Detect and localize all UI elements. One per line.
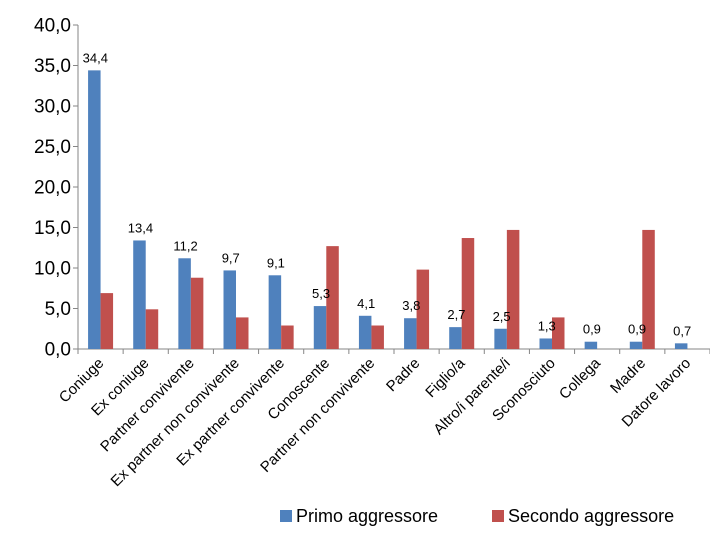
y-axis: 0,0 5,0 10,0 15,0 20,0 25,0 30,0 35,0 40,0 xyxy=(34,16,79,361)
data-labels: 34,4 13,4 11,2 9,7 9,1 5,3 4,1 3,8 2,7 2,5 1,3 0,9 0… xyxy=(83,50,692,338)
y-tick-label: 5,0 xyxy=(45,299,71,320)
data-label: 5,3 xyxy=(312,286,330,301)
bar-primo-aggressore xyxy=(88,70,101,350)
bar-primo-aggressore xyxy=(178,258,191,349)
y-tick-label: 40,0 xyxy=(34,16,71,37)
bar-primo-aggressore xyxy=(674,343,688,349)
bar-secondo-aggressore xyxy=(416,269,430,349)
bar-primo-aggressore xyxy=(268,275,282,349)
y-tick-label: 15,0 xyxy=(34,218,71,239)
bar-primo-aggressore xyxy=(358,315,372,349)
x-tick-label: Collega xyxy=(556,354,604,402)
x-tick-label: Madre xyxy=(607,355,649,397)
legend-swatch xyxy=(280,510,292,522)
data-label: 11,2 xyxy=(173,238,197,253)
x-tick-label: Padre xyxy=(383,355,423,395)
y-tick-label: 20,0 xyxy=(34,178,71,199)
legend-label: Primo aggressore xyxy=(296,506,438,526)
bar-primo-aggressore xyxy=(133,240,146,349)
bar-secondo-aggressore xyxy=(642,229,655,349)
data-label: 0,9 xyxy=(628,322,646,337)
data-label: 13,4 xyxy=(128,220,153,235)
bar-secondo-aggressore xyxy=(371,325,384,349)
bar-secondo-aggressore xyxy=(461,238,475,349)
bar-secondo-aggressore xyxy=(506,229,520,349)
bar-primo-aggressore xyxy=(539,338,552,349)
bar-secondo-aggressore xyxy=(281,325,294,349)
bar-primo-aggressore xyxy=(629,341,643,349)
data-label: 34,4 xyxy=(83,50,108,65)
bar-primo-aggressore xyxy=(494,328,507,349)
bar-primo-aggressore xyxy=(584,341,598,349)
y-tick-label: 35,0 xyxy=(34,56,71,77)
legend-swatch xyxy=(492,510,504,522)
bar-primo-aggressore xyxy=(404,318,417,349)
data-label: 2,7 xyxy=(447,307,465,322)
data-label: 0,9 xyxy=(583,322,601,337)
bar-primo-aggressore xyxy=(223,270,236,349)
bar-secondo-aggressore xyxy=(190,277,204,349)
legend-label: Secondo aggressore xyxy=(508,506,674,526)
y-tick-label: 0,0 xyxy=(45,340,71,361)
data-label: 0,7 xyxy=(673,323,691,338)
bars xyxy=(88,70,688,350)
bar-secondo-aggressore xyxy=(145,309,159,349)
bar-secondo-aggressore xyxy=(326,246,339,349)
legend: Primo aggressore Secondo aggressore xyxy=(280,506,674,526)
y-tick-label: 30,0 xyxy=(34,97,71,118)
data-label: 9,7 xyxy=(222,250,240,265)
bar-secondo-aggressore xyxy=(552,317,565,349)
bar-secondo-aggressore xyxy=(100,293,114,349)
data-label: 4,1 xyxy=(357,296,375,311)
data-label: 2,5 xyxy=(493,309,511,324)
data-label: 9,1 xyxy=(267,255,285,270)
bar-secondo-aggressore xyxy=(236,317,249,349)
data-label: 3,8 xyxy=(402,298,420,313)
y-tick-label: 10,0 xyxy=(34,259,71,280)
bar-primo-aggressore xyxy=(449,327,462,349)
bar-primo-aggressore xyxy=(313,306,327,349)
data-label: 1,3 xyxy=(538,318,556,333)
y-tick-label: 25,0 xyxy=(34,137,71,158)
